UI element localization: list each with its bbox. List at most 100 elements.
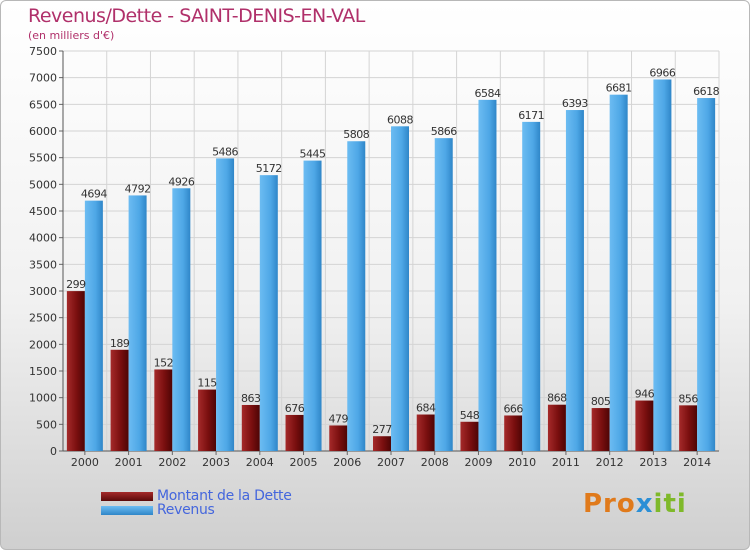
y-tick-label: 1500 [29, 365, 57, 378]
x-tick-label: 2006 [333, 456, 361, 469]
x-tick-label: 2001 [115, 456, 143, 469]
data-label-revenus: 6171 [518, 109, 544, 122]
bar-dette [154, 369, 173, 451]
data-label-revenus: 6393 [562, 97, 588, 110]
bar-dette [329, 425, 348, 451]
bar-dette [198, 389, 217, 451]
bar-revenus [216, 158, 235, 451]
y-tick-label: 5500 [29, 152, 57, 165]
legend-item-debt: Montant de la Dette [101, 488, 292, 504]
y-tick-label: 2500 [29, 312, 57, 325]
data-label-revenus: 6681 [606, 82, 632, 95]
x-tick-label: 2014 [683, 456, 711, 469]
y-tick-label: 7500 [29, 45, 57, 58]
data-label-dette: 805 [591, 395, 611, 408]
x-tick-label: 2010 [508, 456, 536, 469]
data-label-revenus: 4792 [125, 182, 151, 195]
y-tick-label: 3500 [29, 258, 57, 271]
data-label-dette: 666 [503, 402, 523, 415]
y-tick-label: 4500 [29, 205, 57, 218]
logo-part-2: x [635, 489, 654, 519]
legend-item-revenus: Revenus [101, 502, 215, 518]
bar-revenus [172, 188, 191, 451]
bar-revenus [434, 138, 453, 451]
x-tick-label: 2000 [71, 456, 99, 469]
bar-revenus [259, 175, 278, 451]
logo-part-3: iti [653, 489, 687, 519]
bar-dette [591, 408, 610, 451]
data-label-revenus: 5866 [431, 125, 457, 138]
x-tick-label: 2003 [202, 456, 230, 469]
bar-dette [504, 415, 523, 451]
data-label-revenus: 4694 [81, 188, 107, 201]
y-tick-label: 7000 [29, 72, 57, 85]
legend-swatch-revenus [101, 505, 153, 515]
bar-dette [66, 291, 85, 451]
data-label-dette: 684 [416, 402, 436, 415]
bar-revenus [478, 99, 497, 451]
bar-dette [285, 414, 304, 451]
data-label-revenus: 5486 [212, 145, 238, 158]
data-label-dette: 189 [110, 337, 130, 350]
bar-dette [416, 414, 435, 451]
data-label-dette: 856 [678, 392, 698, 405]
x-tick-label: 2013 [639, 456, 667, 469]
x-tick-label: 2007 [377, 456, 405, 469]
data-label-dette: 946 [635, 388, 655, 401]
data-label-revenus: 5445 [300, 148, 326, 161]
data-label-dette: 299 [66, 278, 86, 291]
y-tick-label: 0 [50, 445, 57, 458]
legend-label-debt: Montant de la Dette [157, 488, 292, 504]
bar-revenus [565, 110, 584, 451]
data-label-revenus: 5172 [256, 162, 282, 175]
data-label-dette: 277 [372, 423, 392, 436]
y-tick-label: 4000 [29, 232, 57, 245]
data-label-revenus: 6618 [693, 85, 719, 98]
bar-revenus [609, 94, 628, 452]
y-tick-label: 6000 [29, 125, 57, 138]
bar-revenus [653, 79, 672, 451]
data-label-revenus: 6584 [474, 87, 500, 100]
bar-dette [241, 404, 260, 451]
y-tick-label: 2000 [29, 338, 57, 351]
data-label-revenus: 5808 [343, 128, 369, 141]
label-layer: 299 4694 189 4792 152 4926 115 5486 863 5172 676 54… [66, 66, 720, 436]
data-label-dette: 548 [460, 409, 480, 422]
data-label-dette: 152 [154, 356, 174, 369]
data-label-revenus: 6966 [649, 66, 675, 79]
legend-swatch-debt [101, 491, 153, 501]
bar-revenus [303, 160, 322, 451]
x-tick-label: 2008 [421, 456, 449, 469]
bar-revenus [128, 195, 147, 451]
y-tick-label: 6500 [29, 98, 57, 111]
bar-revenus [84, 200, 103, 451]
data-label-revenus: 4926 [168, 175, 194, 188]
bar-dette [635, 400, 654, 451]
x-tick-label: 2011 [552, 456, 580, 469]
x-tick-label: 2012 [596, 456, 624, 469]
chart-subtitle: (en milliers d'€) [28, 29, 115, 42]
data-label-revenus: 6088 [387, 113, 413, 126]
bar-dette [460, 421, 479, 451]
bar-dette [679, 405, 698, 451]
data-label-dette: 868 [547, 392, 567, 405]
bar-revenus [391, 126, 409, 451]
legend-label-revenus: Revenus [157, 502, 215, 518]
data-label-dette: 115 [197, 377, 217, 390]
data-label-dette: 676 [285, 402, 305, 415]
bar-dette [110, 349, 129, 451]
bar-layer [66, 79, 716, 452]
data-label-dette: 479 [329, 412, 349, 425]
x-tick-label: 2005 [290, 456, 318, 469]
data-label-dette: 863 [241, 392, 261, 405]
bar-revenus [522, 121, 541, 451]
bar-revenus [697, 98, 716, 451]
bar-revenus [347, 141, 366, 452]
x-tick-label: 2009 [464, 456, 492, 469]
y-tick-label: 5000 [29, 178, 57, 191]
axis-layer: 0 500 1000 1500 2000 2500 3000 3500 4000 4500 5000… [29, 45, 719, 469]
y-tick-label: 1000 [29, 392, 57, 405]
y-tick-label: 500 [36, 418, 57, 431]
